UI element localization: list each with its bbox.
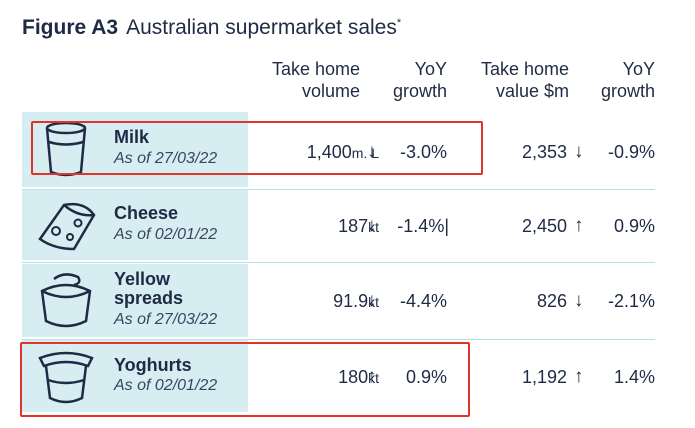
header-value: Take home value $m (447, 58, 569, 102)
row-as-of: As of 02/01/22 (114, 226, 217, 244)
cheese-icon (34, 193, 98, 257)
highlight-box-yoghurts (20, 342, 470, 417)
value-growth: 1.4% (614, 367, 655, 388)
value-amount: 1,192 (522, 367, 567, 388)
figure-title-text: Australian supermarket sales (126, 16, 397, 39)
spread-tub-icon (34, 269, 98, 333)
row-divider (22, 262, 655, 263)
down-arrow-icon: ↓ (574, 141, 584, 163)
value-amount: 826 (537, 291, 567, 312)
table-row-cheese: Cheese As of 02/01/22 187kt ↓ -1.4%| 2,4… (22, 190, 655, 260)
down-arrow-icon: ↓ (367, 215, 377, 237)
volume-growth: -1.4%| (397, 216, 449, 237)
up-arrow-icon: ↑ (574, 215, 584, 237)
value-growth: -2.1% (608, 291, 655, 312)
header-volume-growth: YoY growth (360, 58, 447, 102)
row-name: Cheese (114, 204, 178, 223)
header-value-growth: YoY growth (569, 58, 655, 102)
volume-growth: -4.4% (400, 291, 447, 312)
up-arrow-icon: ↑ (574, 366, 584, 388)
row-as-of: As of 27/03/22 (114, 311, 217, 329)
value-growth: -0.9% (608, 142, 655, 163)
footnote-mark: * (397, 17, 401, 29)
highlight-box-milk (31, 121, 483, 175)
value-growth: 0.9% (614, 216, 655, 237)
down-arrow-icon: ↓ (574, 290, 584, 312)
row-name: Yellow spreads (114, 270, 183, 308)
value-amount: 2,353 (522, 142, 567, 163)
header-volume: Take home volume (215, 58, 360, 102)
table-row-yellow-spreads: Yellow spreads As of 27/03/22 91.9kt ↓ -… (22, 264, 655, 337)
figure-title: Figure A3 Australian supermarket sales* (22, 16, 401, 40)
value-amount: 2,450 (522, 216, 567, 237)
figure-label: Figure A3 (22, 16, 118, 39)
down-arrow-icon: ↓ (367, 290, 377, 312)
